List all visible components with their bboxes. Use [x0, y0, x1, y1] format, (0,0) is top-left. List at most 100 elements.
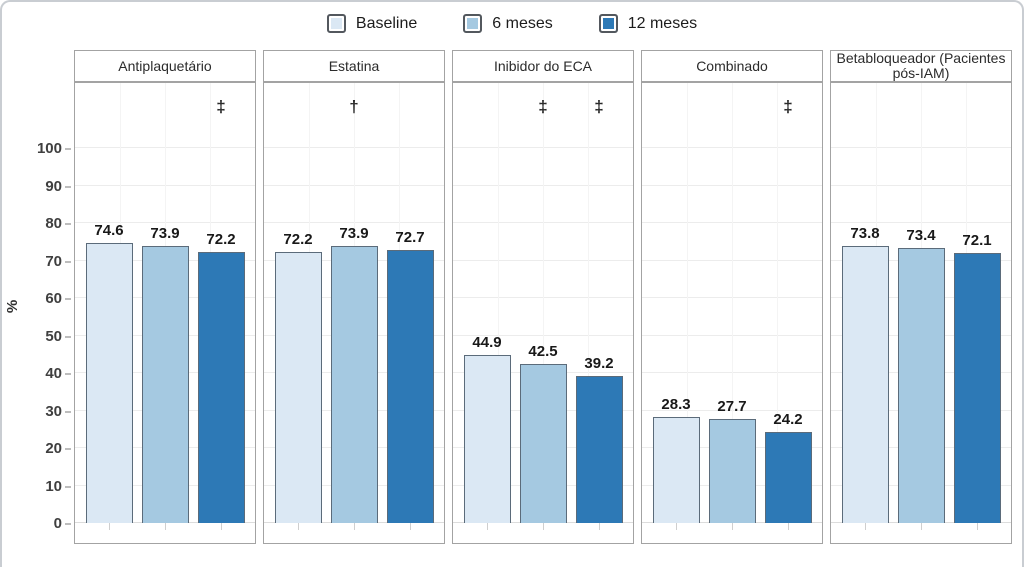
bar-slot: 73.9	[330, 224, 378, 523]
y-tick-mark	[65, 298, 71, 300]
facet-panels: Antiplaquetário ‡ 74.6 73.9 72.2 Estatina † 72.…	[74, 50, 1012, 544]
facet-plot: ‡ 74.6 73.9 72.2	[74, 82, 256, 544]
bar-6-meses	[708, 419, 756, 523]
bars-row: 28.3 27.7 24.2	[642, 396, 822, 523]
bar-slot: 73.8	[841, 225, 889, 523]
legend-label: 12 meses	[627, 14, 698, 32]
x-tick-cell	[331, 523, 378, 530]
bar-value-label: 27.7	[717, 398, 747, 416]
significance-symbol	[954, 97, 1001, 119]
x-tick-cell	[576, 523, 623, 530]
bar-slot: 73.4	[897, 226, 945, 523]
bar-slot: 42.5	[519, 342, 567, 523]
x-tick-mark	[864, 523, 866, 530]
bar-12-meses	[764, 432, 812, 523]
significance-symbol	[898, 97, 945, 119]
facet-panel: Combinado ‡ 28.3 27.7 24.2	[641, 50, 823, 544]
facet-plot: ‡ 28.3 27.7 24.2	[641, 82, 823, 544]
significance-row: ‡	[75, 97, 255, 119]
facet-header: Estatina	[263, 50, 445, 82]
facet-panel: Betabloqueador (Pacientes pós-IAM) 73.8 73…	[830, 50, 1012, 544]
significance-symbol	[142, 97, 189, 119]
facet-header: Inibidor do ECA	[452, 50, 634, 82]
bar-value-label: 28.3	[661, 395, 691, 413]
x-tick-cell	[842, 523, 889, 530]
x-ticks-row	[453, 523, 633, 530]
x-tick-cell	[464, 523, 511, 530]
bar-value-label: 73.9	[339, 224, 369, 242]
bar-value-label: 42.5	[528, 342, 558, 360]
legend-swatch-icon	[463, 14, 483, 33]
significance-symbol: ‡	[783, 97, 793, 116]
bar-12-meses	[953, 252, 1001, 523]
significance-symbol: ‡	[538, 97, 548, 116]
y-tick-label: 80	[45, 215, 62, 232]
y-tick-label: 0	[53, 515, 62, 532]
bar-baseline	[652, 416, 700, 523]
bars-row: 74.6 73.9 72.2	[75, 222, 255, 523]
bars-row: 44.9 42.5 39.2	[453, 334, 633, 523]
x-tick-mark	[486, 523, 488, 530]
significance-symbol: ‡	[216, 97, 226, 116]
legend-item: 6 meses	[463, 14, 553, 33]
bar-slot: 74.6	[85, 222, 133, 523]
v-gridline	[777, 83, 778, 523]
bar-slot: 27.7	[708, 398, 756, 523]
bar-value-label: 39.2	[584, 355, 614, 372]
bar-slot: 72.1	[953, 232, 1001, 523]
x-tick-mark	[409, 523, 411, 530]
facet-plot: † 72.2 73.9 72.7	[263, 82, 445, 544]
facet-panel: Inibidor do ECA ‡ ‡ 44.9 42.5 39.2	[452, 50, 634, 544]
legend-item: Baseline	[326, 14, 417, 33]
v-gridline	[687, 83, 688, 523]
x-ticks-row	[264, 523, 444, 530]
bar-baseline	[463, 354, 511, 523]
x-tick-cell	[86, 523, 133, 530]
significance-symbol	[709, 97, 756, 119]
significance-symbol: †	[349, 97, 359, 116]
significance-row: ‡ ‡	[453, 97, 633, 119]
bar-baseline	[841, 246, 889, 523]
y-tick-label: 30	[45, 402, 62, 420]
x-tick-mark	[920, 523, 922, 530]
bar-6-meses	[330, 245, 378, 523]
y-tick-mark	[65, 485, 71, 488]
bar-value-label: 72.7	[395, 229, 425, 247]
bar-slot: 72.2	[197, 231, 245, 523]
facet-header: Betabloqueador (Pacientes pós-IAM)	[830, 50, 1012, 82]
bar-value-label: 73.8	[850, 225, 880, 243]
significance-row: †	[264, 97, 444, 119]
y-tick-mark	[65, 185, 71, 188]
legend-label: 6 meses	[492, 14, 553, 32]
bar-slot: 24.2	[764, 411, 812, 523]
bar-baseline	[85, 243, 133, 523]
x-tick-cell	[765, 523, 812, 530]
x-tick-cell	[898, 523, 945, 530]
bar-12-meses	[386, 250, 434, 523]
bars-row: 72.2 73.9 72.7	[264, 225, 444, 523]
x-tick-mark	[598, 523, 600, 530]
x-tick-mark	[353, 523, 355, 530]
y-tick-label: 20	[45, 440, 62, 457]
significance-symbol	[275, 97, 322, 119]
x-tick-cell	[198, 523, 245, 530]
y-tick-label: 40	[45, 365, 62, 382]
facet-panel: Estatina † 72.2 73.9 72.7	[263, 50, 445, 544]
y-tick-label: 100	[36, 140, 62, 157]
y-tick-mark	[65, 448, 71, 450]
significance-symbol: ‡	[594, 97, 604, 116]
bar-value-label: 73.4	[906, 226, 936, 244]
bar-value-label: 24.2	[773, 411, 803, 429]
x-tick-mark	[542, 523, 544, 530]
y-tick-mark	[65, 410, 71, 413]
y-tick-label: 70	[45, 252, 62, 270]
bar-value-label: 72.2	[283, 231, 313, 249]
bars-row: 73.8 73.4 72.1	[831, 225, 1011, 523]
x-tick-mark	[220, 523, 222, 530]
significance-symbol	[653, 97, 700, 119]
y-tick-label: 10	[45, 477, 62, 495]
bar-slot: 72.7	[386, 229, 434, 523]
x-tick-cell	[142, 523, 189, 530]
significance-symbol	[842, 97, 889, 119]
x-tick-mark	[297, 523, 299, 530]
